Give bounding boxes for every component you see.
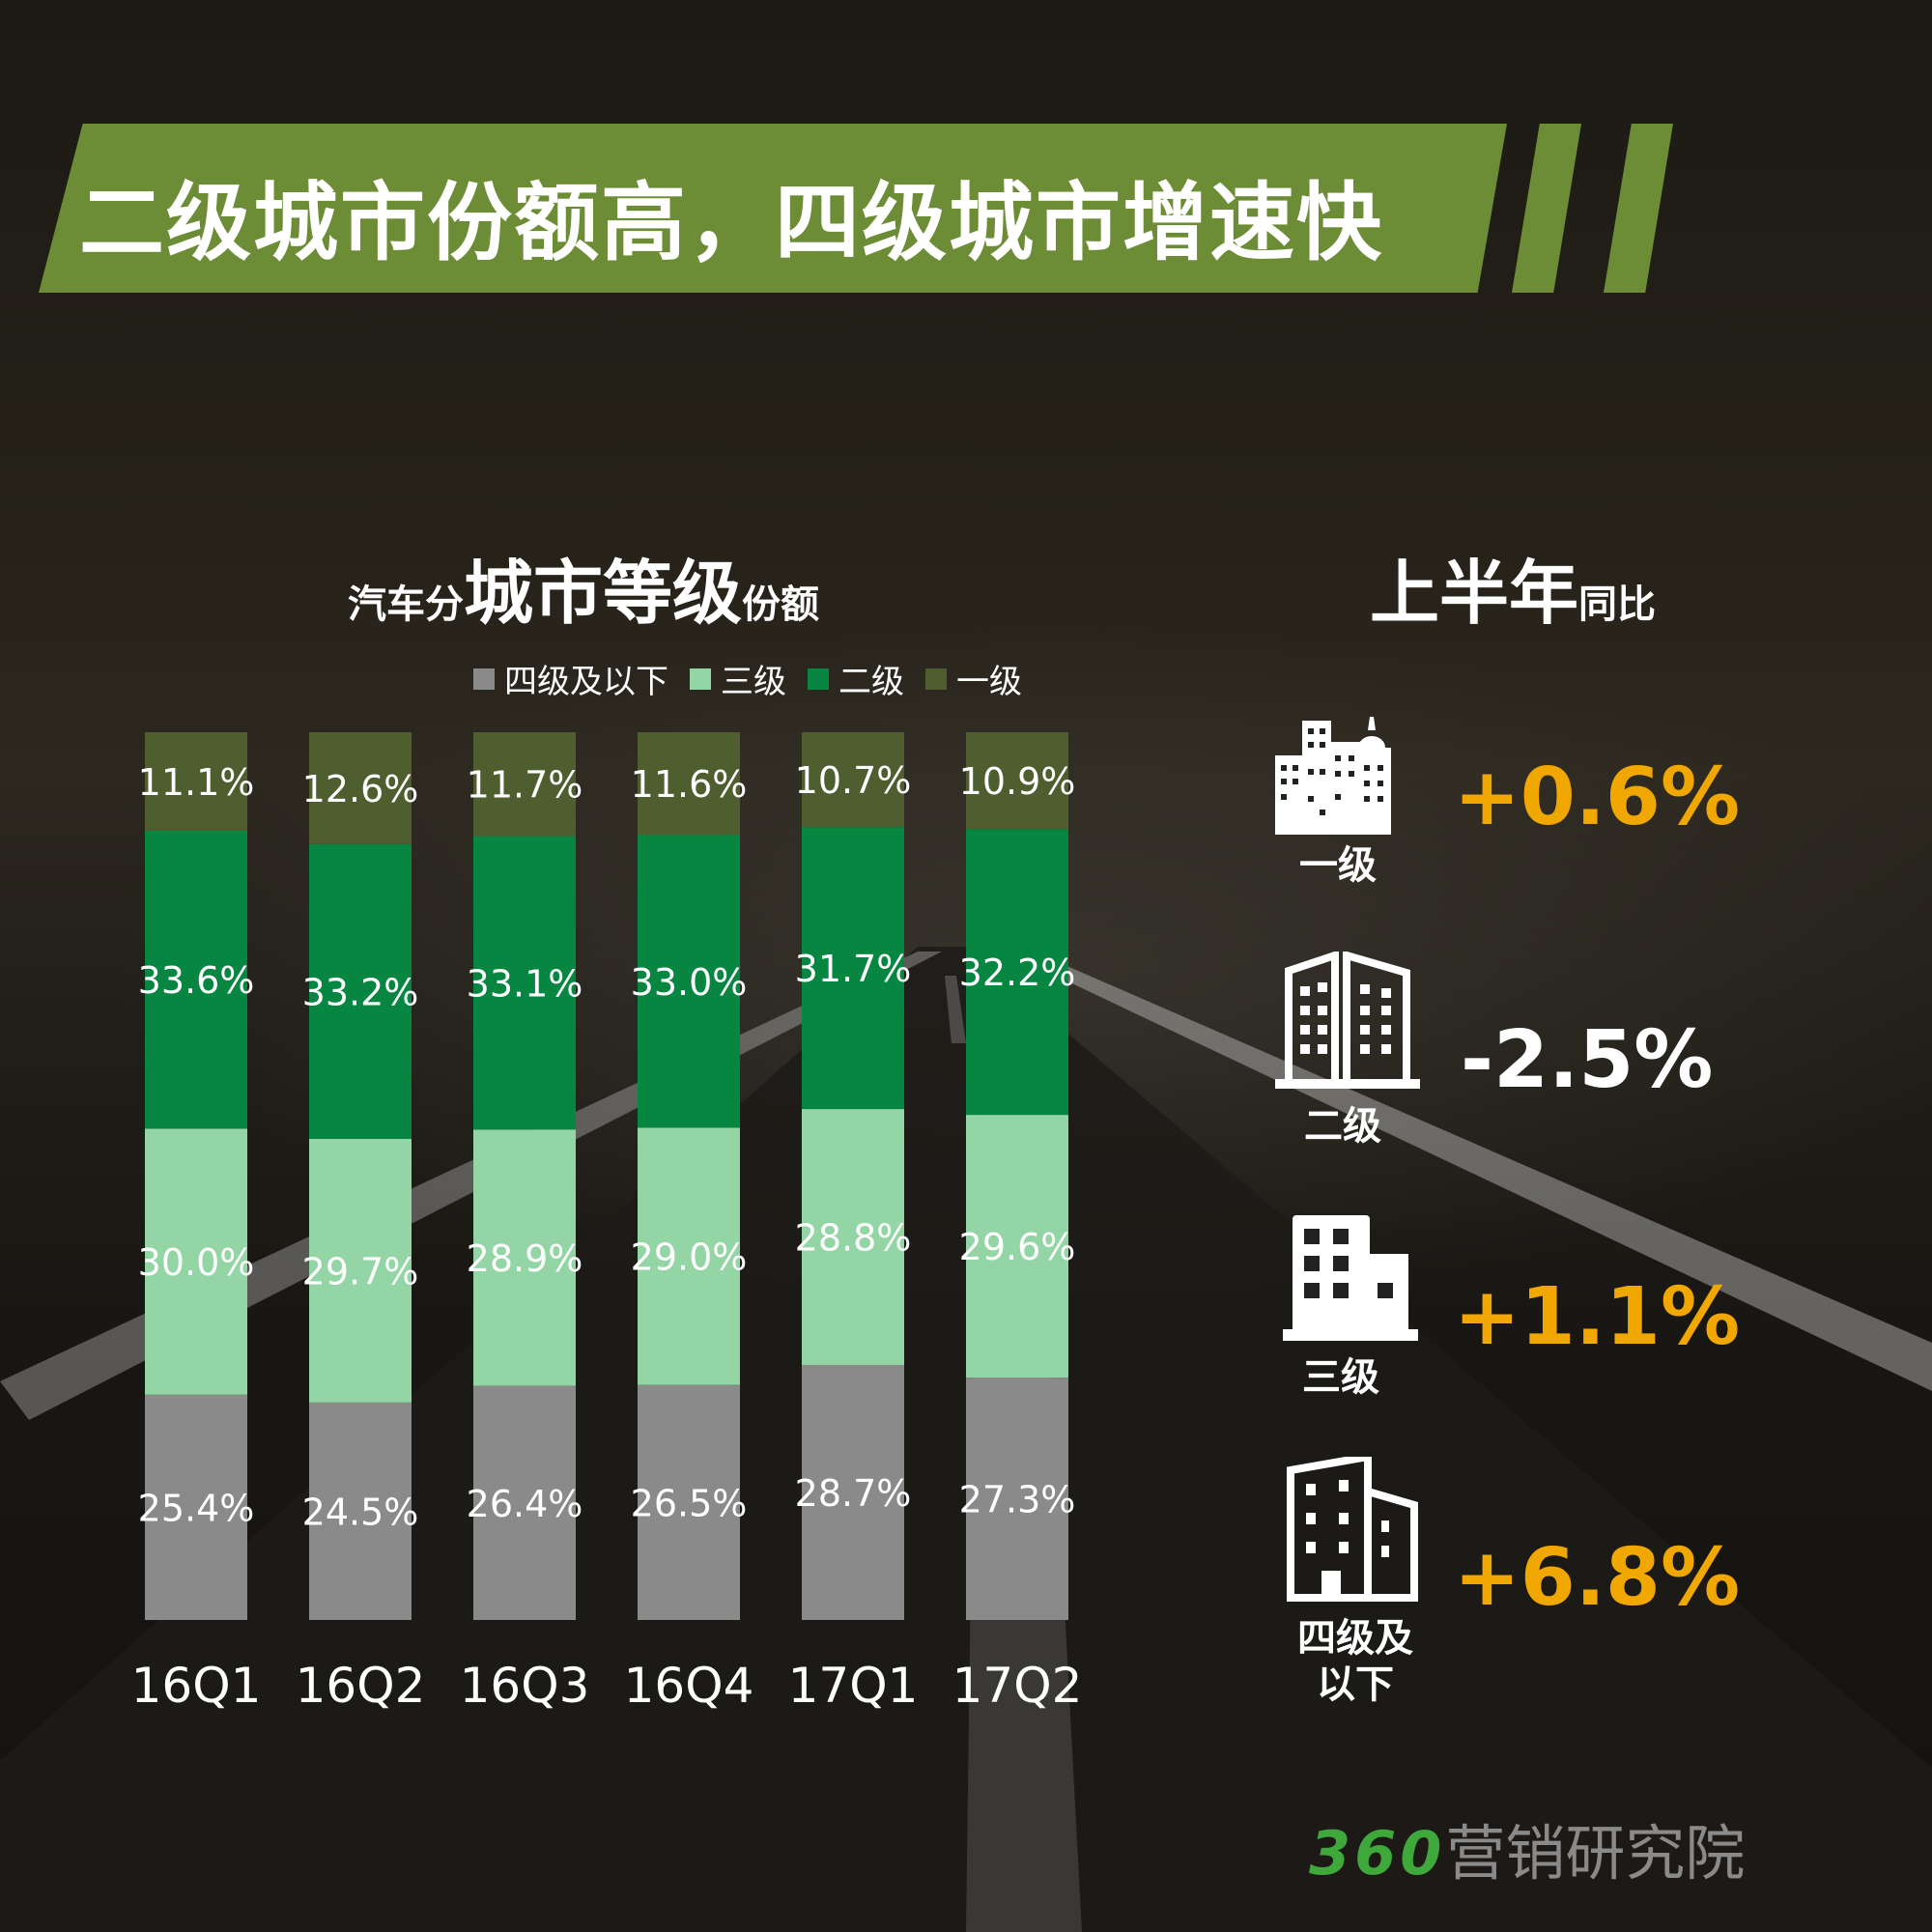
bar-segment-16Q4-0 xyxy=(638,1384,740,1620)
bar-segment-17Q2-3 xyxy=(966,732,1068,830)
legend-swatch xyxy=(925,668,947,690)
tier-value-3: +1.1% xyxy=(1454,1271,1741,1363)
chart-title-prefix: 汽车分 xyxy=(348,582,464,627)
data-label: 10.7% xyxy=(795,759,912,802)
data-label: 29.6% xyxy=(959,1226,1076,1268)
data-label: 28.9% xyxy=(467,1237,583,1280)
bar-segment-16Q1-3 xyxy=(145,732,247,831)
bar-segment-17Q1-0 xyxy=(802,1364,904,1620)
bar-segment-16Q2-0 xyxy=(309,1402,412,1620)
data-label: 30.0% xyxy=(138,1241,255,1284)
x-tick-label: 17Q2 xyxy=(952,1658,1083,1714)
data-label: 28.7% xyxy=(795,1472,912,1515)
tier-label-1: 一级 xyxy=(1256,842,1420,889)
legend-swatch xyxy=(808,668,829,690)
x-tick-label: 16Q1 xyxy=(131,1658,262,1714)
bar-segment-16Q2-2 xyxy=(309,843,412,1139)
low-building-icon xyxy=(1287,1457,1418,1602)
bar-segment-17Q2-0 xyxy=(966,1378,1068,1620)
data-label: 10.9% xyxy=(959,760,1076,803)
chart-legend: 四级及以下 三级 二级 一级 xyxy=(473,655,1022,702)
x-tick-label: 16Q2 xyxy=(296,1658,426,1714)
data-label: 11.6% xyxy=(631,763,748,806)
tier-label-3: 三级 xyxy=(1259,1354,1423,1401)
legend-label: 四级及以下 xyxy=(504,663,668,701)
legend-item-tier2: 二级 xyxy=(808,655,904,702)
skyline-icon xyxy=(1275,717,1391,835)
legend-label: 二级 xyxy=(838,663,904,701)
bar-segment-16Q1-2 xyxy=(145,830,247,1129)
legend-swatch xyxy=(690,668,711,690)
legend-item-tier3: 三级 xyxy=(690,655,786,702)
data-label: 24.5% xyxy=(302,1491,419,1533)
data-label: 28.8% xyxy=(795,1217,912,1260)
bar-segment-17Q2-1 xyxy=(966,1115,1068,1378)
data-label: 11.1% xyxy=(138,761,255,804)
data-label: 12.6% xyxy=(302,768,419,810)
x-tick-label: 16Q3 xyxy=(460,1658,590,1714)
legend-item-tier1: 一级 xyxy=(925,655,1022,702)
bar-segment-16Q2-3 xyxy=(309,732,412,844)
data-label: 33.2% xyxy=(302,971,419,1013)
legend-label: 一级 xyxy=(956,663,1022,701)
data-label: 11.7% xyxy=(467,764,583,807)
bar-segment-17Q2-2 xyxy=(966,829,1068,1116)
data-label: 29.7% xyxy=(302,1250,419,1293)
chart-title-main: 城市等级 xyxy=(464,553,743,634)
chart-title-suffix: 份额 xyxy=(742,582,820,627)
yoy-title-main: 上半年 xyxy=(1370,553,1579,634)
bar-segment-16Q2-1 xyxy=(309,1138,412,1403)
office-towers-icon xyxy=(1275,952,1420,1089)
data-label: 27.3% xyxy=(959,1479,1076,1521)
tier-label-line: 四级及 xyxy=(1297,1616,1413,1661)
bar-segment-16Q3-2 xyxy=(473,836,576,1130)
legend-label: 三级 xyxy=(721,663,786,701)
legend-item-tier4: 四级及以下 xyxy=(473,655,668,702)
tier-value-4: +6.8% xyxy=(1454,1532,1741,1624)
bar-segment-16Q4-2 xyxy=(638,835,740,1128)
brand-logo: 360营销研究院 xyxy=(1309,1804,1745,1891)
brand-text: 营销研究院 xyxy=(1445,1818,1746,1889)
tier-label-line: 一级 xyxy=(1299,843,1377,888)
bar-segment-16Q1-0 xyxy=(145,1394,247,1620)
data-label: 26.4% xyxy=(467,1483,583,1525)
bar-segment-16Q3-1 xyxy=(473,1129,576,1386)
title-banner xyxy=(39,124,1507,293)
tier-label-line: 以下 xyxy=(1317,1662,1394,1707)
data-label: 33.6% xyxy=(138,959,255,1002)
data-label: 33.1% xyxy=(467,962,583,1005)
bar-segment-16Q1-1 xyxy=(145,1128,247,1395)
chart-title: 汽车分城市等级份额 xyxy=(348,536,819,638)
tier-value-1: +0.6% xyxy=(1454,752,1741,843)
data-label: 31.7% xyxy=(795,948,912,990)
bar-segment-17Q1-3 xyxy=(802,732,904,828)
bar-segment-16Q4-1 xyxy=(638,1127,740,1385)
page-title: 二级城市份额高，四级城市增速快 xyxy=(79,173,1384,272)
data-label: 29.0% xyxy=(631,1236,748,1279)
bar-segment-17Q1-1 xyxy=(802,1109,904,1365)
tier-label-2: 二级 xyxy=(1261,1103,1425,1150)
bar-segment-16Q3-0 xyxy=(473,1385,576,1620)
bar-segment-16Q3-3 xyxy=(473,732,576,837)
tier-label-4: 四级及 以下 xyxy=(1273,1615,1437,1708)
x-tick-label: 16Q4 xyxy=(624,1658,754,1714)
yoy-title-suffix: 同比 xyxy=(1578,582,1657,627)
x-tick-label: 17Q1 xyxy=(788,1658,919,1714)
data-label: 32.2% xyxy=(959,952,1076,994)
bar-segment-16Q4-3 xyxy=(638,732,740,836)
tier-label-line: 二级 xyxy=(1304,1104,1381,1149)
data-label: 25.4% xyxy=(138,1487,255,1529)
tier-value-2: -2.5% xyxy=(1461,1014,1714,1106)
data-label: 26.5% xyxy=(631,1482,748,1524)
tier-label-line: 三级 xyxy=(1302,1355,1379,1400)
data-label: 33.0% xyxy=(631,961,748,1004)
yoy-title: 上半年同比 xyxy=(1370,536,1656,638)
bar-segment-17Q1-2 xyxy=(802,827,904,1110)
small-building-icon xyxy=(1283,1215,1418,1341)
brand-number: 360 xyxy=(1309,1818,1446,1889)
legend-swatch xyxy=(473,668,495,690)
